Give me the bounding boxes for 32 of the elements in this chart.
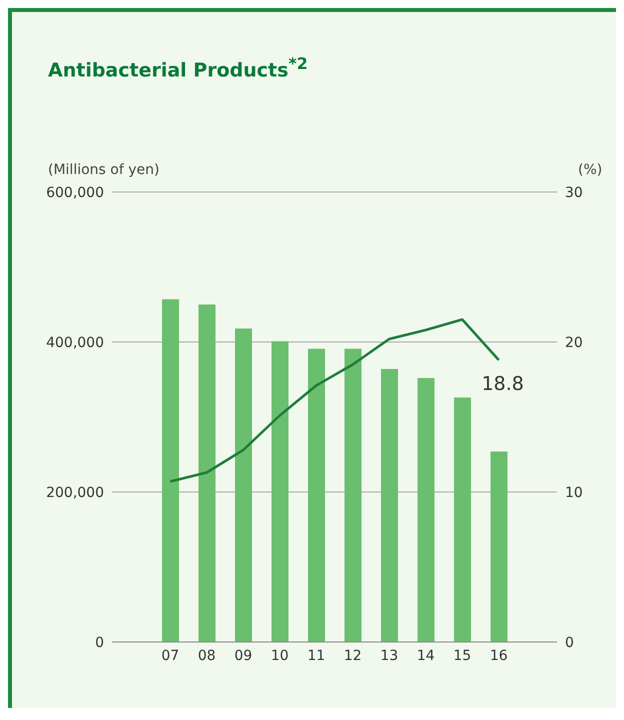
- bar: [490, 452, 508, 642]
- x-tick-label: 12: [344, 648, 362, 664]
- bar: [381, 369, 398, 642]
- bar: [162, 299, 179, 642]
- y-axis-title: (Millions of yen): [48, 162, 160, 178]
- bar: [198, 304, 216, 642]
- y-tick-label: 400,000: [46, 334, 104, 351]
- bar: [454, 398, 471, 642]
- y-tick-label: 200,000: [46, 484, 104, 501]
- y2-axis-title: (%): [578, 162, 602, 178]
- x-tick-label: 07: [161, 648, 180, 664]
- bar: [235, 328, 252, 642]
- x-tick-label: 14: [416, 648, 435, 664]
- y2-tick-label: 10: [565, 484, 583, 501]
- x-tick-label: 10: [270, 648, 289, 664]
- y2-tick-label: 20: [565, 334, 583, 351]
- x-tick-label: 09: [234, 648, 252, 664]
- x-tick-label: 16: [490, 648, 508, 664]
- bar: [344, 348, 362, 642]
- bar: [308, 348, 325, 642]
- x-tick-label: 13: [380, 648, 398, 664]
- data-label: 18.8: [482, 373, 524, 395]
- y2-tick-label: 0: [565, 634, 574, 651]
- y-tick-label: 0: [95, 634, 104, 651]
- x-tick-label: 11: [307, 648, 326, 664]
- y-tick-label: 600,000: [46, 184, 104, 201]
- x-tick-label: 08: [198, 648, 216, 664]
- bar: [272, 341, 288, 642]
- chart-title: Antibacterial Products$^{*2}$: [48, 54, 308, 82]
- y2-tick-label: 30: [565, 184, 583, 201]
- x-tick-label: 15: [453, 648, 472, 664]
- bar: [418, 378, 434, 642]
